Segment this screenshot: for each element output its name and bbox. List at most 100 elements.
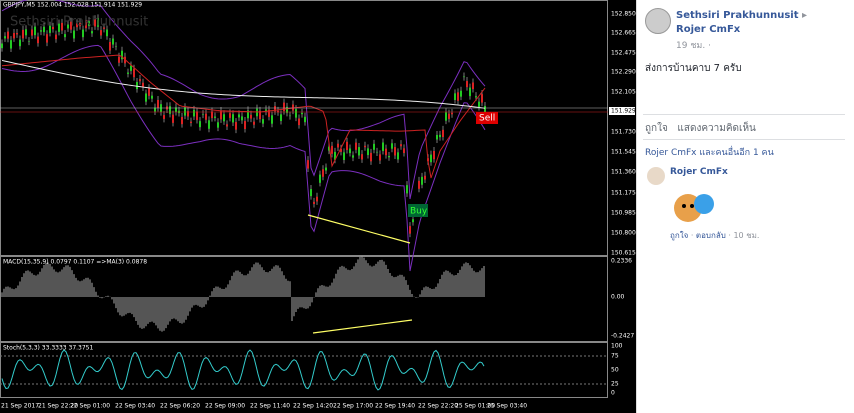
candle-body xyxy=(367,148,369,156)
price-label: 152.850 xyxy=(611,11,636,18)
candle-body xyxy=(388,156,390,158)
candle-body xyxy=(475,96,477,98)
candle-body xyxy=(19,39,21,47)
time-label: 22 Sep 09:00 xyxy=(205,403,245,410)
candle-body xyxy=(109,42,111,51)
time-label: 22 Sep 11:40 xyxy=(250,403,290,410)
candle-body xyxy=(253,121,255,125)
author-name[interactable]: Sethsiri Prakhunnusit xyxy=(676,10,799,21)
candle-body xyxy=(250,114,252,119)
time-label: 22 Sep 01:00 xyxy=(70,403,110,410)
stoch-label: 100 xyxy=(611,343,623,350)
like-button[interactable]: ถูกใจ xyxy=(645,123,668,134)
candle-body xyxy=(73,30,75,39)
candle-body xyxy=(55,34,57,40)
price-label: 150.800 xyxy=(611,230,636,237)
comment-author[interactable]: Rojer CmFx xyxy=(670,167,728,177)
candle-body xyxy=(241,116,243,121)
post-time[interactable]: 19 ชม. xyxy=(676,41,706,51)
candle-body xyxy=(145,93,147,102)
candle-body xyxy=(451,112,453,115)
candle-body xyxy=(352,155,354,158)
candle-body xyxy=(259,110,261,120)
candle-body xyxy=(262,119,264,124)
candle-body xyxy=(10,40,12,49)
candle-body xyxy=(232,114,234,123)
comment-time[interactable]: 10 ชม. xyxy=(733,231,760,240)
moving-average xyxy=(1,54,486,179)
candle-body xyxy=(169,106,171,114)
candle-body xyxy=(283,102,285,112)
price-label: 152.105 xyxy=(611,89,636,96)
separator: · xyxy=(690,231,694,240)
candle-body xyxy=(385,148,387,156)
candle-body xyxy=(412,219,414,223)
price-label: 152.665 xyxy=(611,30,636,37)
candle-body xyxy=(127,72,129,74)
candle-body xyxy=(64,34,66,38)
sell-box xyxy=(476,112,498,124)
stoch-label: 75 xyxy=(611,353,619,360)
candle-body xyxy=(172,114,174,123)
candle-body xyxy=(295,109,297,118)
candle-body xyxy=(469,87,471,97)
candle-body xyxy=(25,29,27,36)
candle-body xyxy=(244,121,246,129)
candle-body xyxy=(340,148,342,152)
band-lower xyxy=(1,44,486,272)
price-label: 151.545 xyxy=(611,149,636,156)
candle-body xyxy=(463,76,465,78)
candle-body xyxy=(97,18,99,27)
candle-body xyxy=(316,196,318,202)
buy-box xyxy=(408,204,428,217)
post-text: ส่งการบ้านคาบ 7 ครับ xyxy=(645,63,742,74)
candle-body xyxy=(418,180,420,189)
separator: · xyxy=(728,231,731,240)
commenter-avatar[interactable] xyxy=(647,167,665,185)
chart-background xyxy=(0,0,636,413)
candle-body xyxy=(286,106,288,113)
candle-body xyxy=(265,109,267,112)
candle-body xyxy=(130,65,132,71)
macd-label: 0.2336 xyxy=(611,258,632,265)
candle-body xyxy=(430,154,432,163)
candle-body xyxy=(52,26,54,30)
chart-labels: GBPJPY,M5 152.004 152.028 151.914 151.92… xyxy=(1,2,636,410)
divergence-line xyxy=(312,319,413,334)
stoch-info: Stoch(5,3,3) 33.3333 37.3751 xyxy=(3,345,94,352)
candle-body xyxy=(16,33,18,35)
candle-body xyxy=(478,101,480,108)
candle-body xyxy=(142,82,144,88)
candle-body xyxy=(289,115,291,117)
candle-body xyxy=(196,111,198,120)
stoch-line xyxy=(1,349,485,391)
target-name[interactable]: Rojer CmFx xyxy=(676,24,741,35)
candle-body xyxy=(298,118,300,126)
candle-body xyxy=(121,50,123,60)
trading-chart: GBPJPY,M5 152.004 152.028 151.914 151.92… xyxy=(0,0,636,413)
candle-body xyxy=(154,107,156,112)
reactions[interactable]: Rojer CmFx และคนอื่นอีก 1 คน xyxy=(645,148,774,158)
author-avatar[interactable] xyxy=(645,8,671,34)
candle-body xyxy=(100,30,102,36)
candle-body xyxy=(358,147,360,156)
stoch-pane xyxy=(0,342,608,398)
candle-body xyxy=(82,29,84,38)
comment-actions: ถูกใจ · ตอบกลับ · 10 ชม. xyxy=(670,229,759,242)
sell-signal: Sell xyxy=(479,114,495,124)
candle-body xyxy=(277,110,279,113)
candle-body xyxy=(229,113,231,118)
candle-body xyxy=(34,26,36,36)
comment-button[interactable]: แสดงความคิดเห็น xyxy=(677,123,756,134)
comment-reply[interactable]: ตอบกลับ xyxy=(695,231,726,240)
candle-body xyxy=(175,107,177,112)
candle-body xyxy=(220,110,222,120)
candle-body xyxy=(202,114,204,115)
time-label: 22 Sep 06:20 xyxy=(160,403,200,410)
candle-body xyxy=(397,152,399,160)
candle-body xyxy=(409,226,411,234)
candle-body xyxy=(193,109,195,117)
candle-body xyxy=(331,145,333,154)
comment-like[interactable]: ถูกใจ xyxy=(670,231,689,240)
candle-body xyxy=(307,160,309,169)
